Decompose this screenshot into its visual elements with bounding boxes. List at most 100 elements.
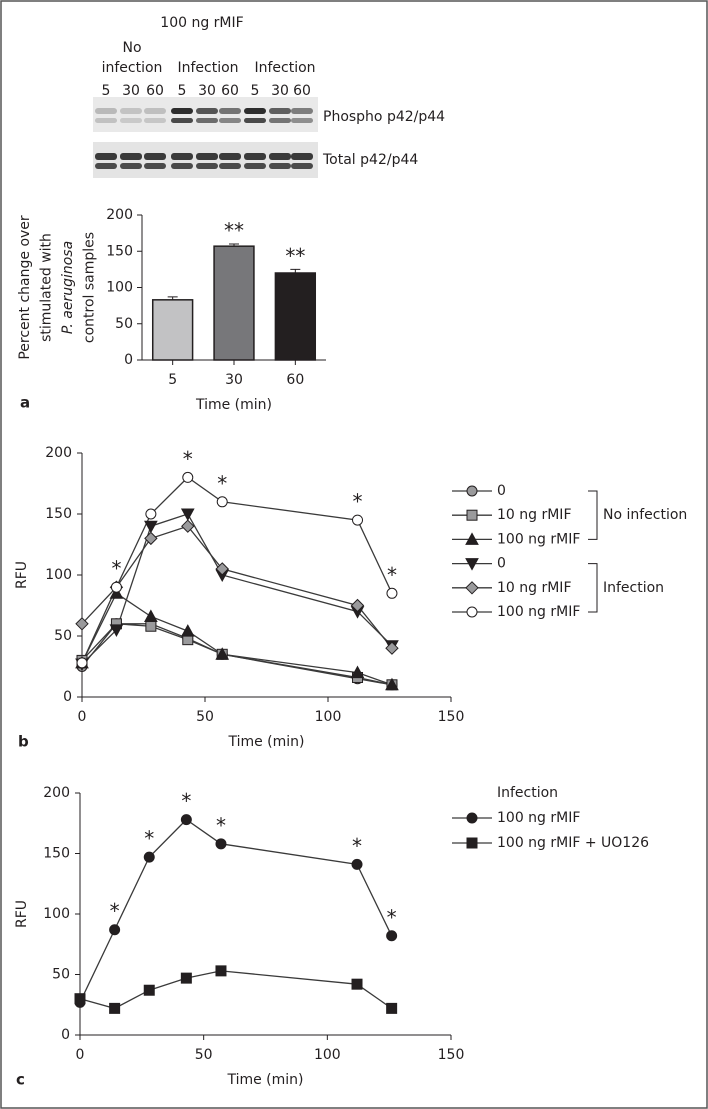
marker: [180, 508, 195, 522]
y-tick-label: 50: [115, 316, 133, 332]
blot-band: [144, 118, 166, 123]
x-tick-label: 150: [438, 1047, 465, 1063]
blot-band: [171, 118, 193, 123]
blot-band: [196, 108, 218, 114]
error-bar: [290, 268, 301, 273]
marker: [144, 520, 158, 534]
marker: [110, 581, 122, 593]
blot-lane-label: 60: [221, 83, 239, 99]
significance-label: **: [285, 244, 305, 268]
marker: [143, 984, 155, 996]
significance-label: *: [216, 813, 226, 837]
blot-lane-label: 5: [102, 83, 111, 99]
legend-label: 10 ng rMIF: [497, 507, 572, 523]
blot-group-label: Infection: [254, 60, 315, 76]
marker: [386, 1002, 398, 1014]
y-axis-label: RFU: [14, 900, 30, 928]
marker: [216, 496, 228, 508]
blot-band: [144, 153, 166, 160]
blot-group-label: No infection: [101, 40, 163, 76]
marker: [385, 641, 399, 655]
y-tick-label: 150: [106, 243, 133, 259]
error-bar: [167, 296, 178, 300]
blot-band: [244, 163, 266, 169]
blot-band: [196, 153, 218, 160]
marker: [215, 965, 227, 977]
y-tick-label: 100: [45, 567, 72, 583]
marker: [351, 858, 363, 870]
significance-label: *: [183, 447, 193, 471]
blot-band: [120, 108, 142, 114]
blot-band: [244, 118, 266, 123]
x-tick-label: 50: [196, 709, 214, 725]
y-tick-label: 200: [106, 207, 133, 223]
marker: [350, 665, 365, 679]
legend-label: 100 ng rMIF + UO126: [497, 835, 649, 851]
y-axis-label: P. aeruginosa: [60, 241, 76, 334]
x-tick-label: 100: [314, 1047, 341, 1063]
y-tick-label: 200: [43, 785, 70, 801]
y-tick-label: 150: [45, 506, 72, 522]
marker: [181, 519, 195, 533]
blot-row-label: Phospho p42/p44: [323, 109, 445, 125]
marker: [215, 647, 230, 660]
marker: [215, 562, 229, 576]
legend-label: 10 ng rMIF: [497, 580, 572, 596]
marker: [350, 598, 365, 613]
blot-band: [219, 108, 241, 114]
blot-lane-label: 30: [122, 83, 140, 99]
legend-marker: [465, 532, 479, 545]
legend-group-label: Infection: [603, 580, 664, 596]
blot-band: [95, 153, 117, 160]
legend-marker: [465, 581, 479, 595]
x-axis-label: Time (min): [227, 734, 304, 750]
x-tick-label: 0: [78, 709, 87, 725]
x-tick-label: 100: [315, 709, 342, 725]
legend-marker: [466, 509, 478, 521]
blot-band: [144, 108, 166, 114]
y-tick-label: 50: [54, 628, 72, 644]
western-blot: [93, 97, 318, 178]
blot-band: [196, 118, 218, 123]
bar: [213, 245, 255, 361]
marker: [145, 508, 157, 520]
legend-group-label: No infection: [603, 507, 687, 523]
x-axis-label: Time (min): [195, 397, 272, 413]
marker: [180, 624, 195, 637]
blot-band: [269, 163, 291, 169]
blot-band: [291, 108, 313, 114]
marker: [352, 514, 364, 526]
blot-band: [95, 108, 117, 114]
x-tick-label: 150: [438, 709, 465, 725]
significance-label: *: [387, 563, 397, 587]
marker: [75, 617, 89, 631]
significance-label: *: [352, 834, 362, 858]
blot-band: [269, 153, 291, 160]
panel-label: c: [16, 1071, 25, 1089]
y-tick-label: 200: [45, 445, 72, 461]
marker: [143, 851, 155, 863]
legend-label: 0: [497, 483, 506, 499]
bar: [274, 272, 317, 361]
y-tick-label: 50: [52, 967, 70, 983]
legend-marker: [465, 558, 479, 571]
significance-label: *: [217, 471, 227, 495]
blot-band: [196, 163, 218, 169]
blot-band: [244, 153, 266, 160]
blot-band: [120, 153, 142, 160]
blot-row-label: Total p42/p44: [322, 152, 418, 168]
marker: [386, 930, 398, 942]
blot-treatment: 100 ng rMIF: [160, 15, 243, 31]
legend-marker: [466, 606, 478, 618]
y-tick-label: 100: [43, 906, 70, 922]
marker: [215, 838, 227, 850]
y-tick-label: 0: [124, 352, 133, 368]
significance-label: *: [387, 905, 397, 929]
y-tick-label: 0: [63, 689, 72, 705]
error-bar: [229, 243, 239, 247]
blot-band: [120, 163, 142, 169]
x-tick-label: 5: [168, 372, 177, 388]
blot-band: [291, 118, 313, 123]
marker: [386, 587, 398, 599]
marker: [109, 1002, 121, 1014]
